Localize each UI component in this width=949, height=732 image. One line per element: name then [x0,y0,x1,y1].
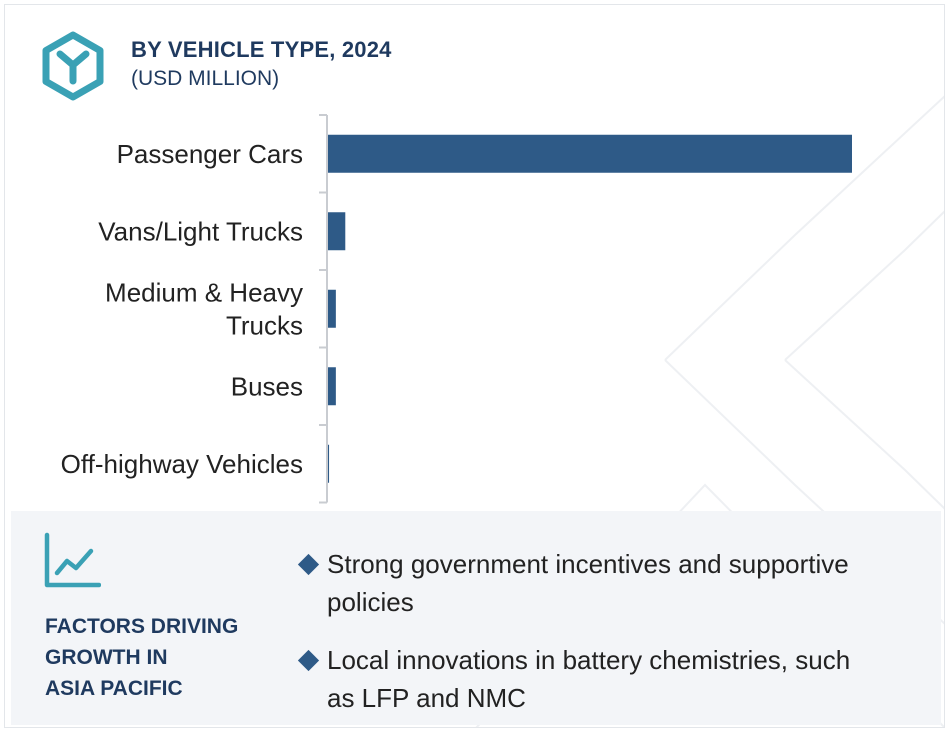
category-label-line: Passenger Cars [117,139,303,169]
bar-off-highway-vehicles [328,444,330,483]
category-label: Vans/Light Trucks [98,216,303,246]
bar-vans-light-trucks [328,212,346,251]
bar-passenger-cars [328,134,852,173]
category-label: Buses [231,371,303,401]
infographic-frame: BY VEHICLE TYPE, 2024 (USD MILLION) Pass… [4,4,945,728]
factor-text-line: as LFP and NMC [327,683,526,713]
factor-item: Strong government incentives and support… [297,545,927,621]
diamond-bullet-icon [297,649,320,672]
diamond-bullet-icon [297,553,320,576]
hexagon-y-logo-icon [42,31,104,101]
chart-title: BY VEHICLE TYPE, 2024 [131,37,392,62]
category-label: Passenger Cars [117,139,303,169]
category-label: Medium & Heavy Trucks [105,277,303,340]
line-chart-icon [44,532,101,588]
category-label-line: Off-highway Vehicles [61,449,303,479]
bar-buses [328,367,336,406]
category-label-line: Vans/Light Trucks [98,216,303,246]
factors-panel: FACTORS DRIVING GROWTH IN ASIA PACIFIC S… [11,511,941,725]
factor-text-line: policies [327,587,414,617]
chart-subtitle: (USD MILLION) [131,67,280,90]
category-label: Off-highway Vehicles [61,449,303,479]
category-label-line: Buses [231,371,303,401]
factors-title-line: GROWTH IN [45,646,168,669]
factor-item: Local innovations in battery chemistries… [297,641,927,717]
factors-title-line: FACTORS DRIVING [45,615,239,638]
category-label-line: Trucks [226,310,303,340]
factors-list: Strong government incentives and support… [297,545,927,727]
category-label-line: Medium & Heavy [105,277,303,307]
factors-title-line: ASIA PACIFIC [45,677,183,700]
bar-chart: Passenger Cars Vans/Light Trucks Medium & … [61,114,852,504]
factors-title: FACTORS DRIVING GROWTH IN ASIA PACIFIC [45,611,285,704]
factor-text-line: Strong government incentives and support… [327,549,849,579]
factor-text-line: Local innovations in battery chemistries… [327,645,851,675]
bar-medium-heavy-trucks [328,289,336,328]
